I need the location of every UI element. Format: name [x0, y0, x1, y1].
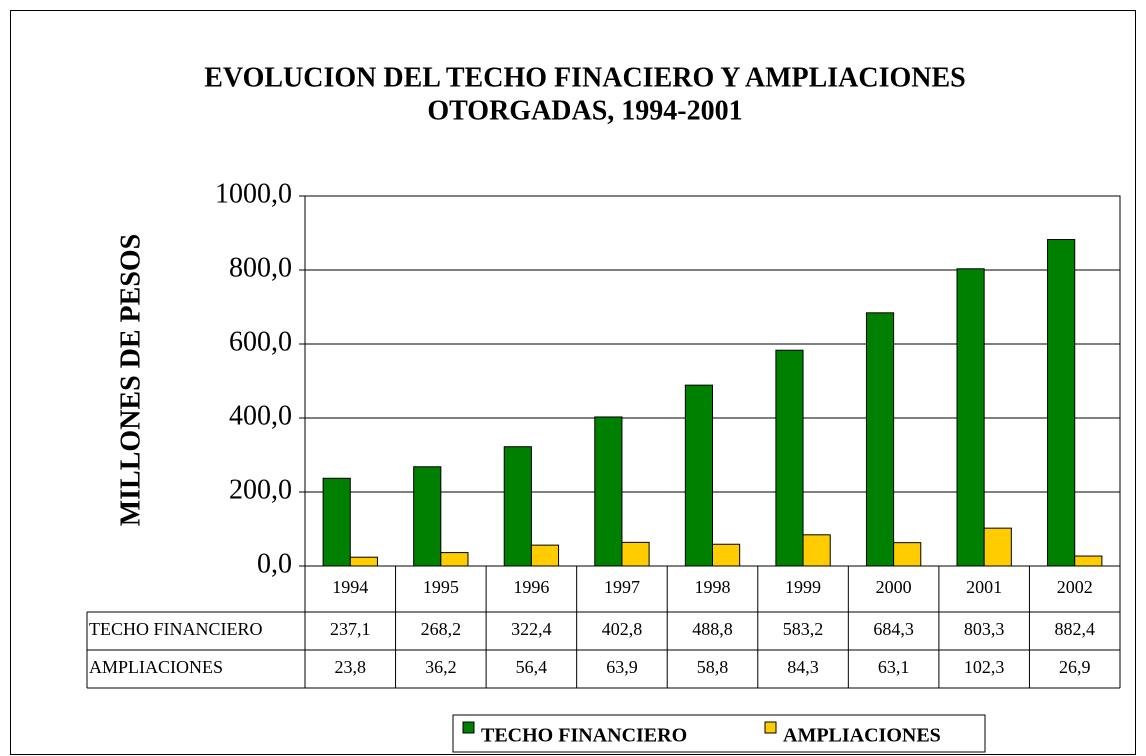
y-tick-label: 600,0 — [229, 326, 292, 357]
bar — [983, 527, 1012, 567]
table-value: 803,3 — [964, 619, 1005, 639]
table-value: 268,2 — [421, 619, 462, 639]
chart-title: EVOLUCION DEL TECHO FINACIERO Y AMPLIACI… — [204, 62, 966, 93]
legend-key — [462, 721, 475, 734]
y-axis-label: MILLONES DE PESOS — [115, 234, 146, 527]
table-row-label: TECHO FINANCIERO — [89, 619, 263, 639]
x-tick-label: 1997 — [604, 577, 640, 597]
bar — [865, 312, 895, 567]
table-value: 102,3 — [964, 657, 1005, 677]
bar — [956, 268, 985, 567]
x-tick-label: 1996 — [513, 577, 549, 597]
bar — [594, 416, 623, 567]
bar — [621, 541, 650, 567]
bar — [775, 349, 804, 567]
table-value: 58,8 — [697, 657, 729, 677]
bar — [1074, 555, 1103, 567]
x-tick-label: 2000 — [876, 577, 912, 597]
table-value: 684,3 — [873, 619, 914, 639]
bar — [322, 477, 351, 567]
table-row-label: AMPLIACIONES — [89, 657, 223, 677]
bar — [802, 534, 831, 567]
table-value: 56,4 — [516, 657, 548, 677]
bar — [893, 542, 922, 567]
bar — [1047, 239, 1076, 567]
bar — [712, 543, 741, 567]
table-value: 63,1 — [878, 657, 910, 677]
x-tick-label: 2001 — [966, 577, 1002, 597]
bar — [440, 552, 469, 567]
bar — [530, 544, 560, 567]
bar — [349, 556, 378, 567]
table-value: 36,2 — [425, 657, 457, 677]
bar — [413, 466, 442, 567]
y-tick-label: 200,0 — [229, 474, 292, 505]
legend-label: TECHO FINANCIERO — [481, 725, 687, 747]
table-value: 23,8 — [335, 657, 367, 677]
y-tick-label: 0,0 — [257, 548, 292, 579]
x-tick-label: 2002 — [1057, 577, 1093, 597]
table-value: 882,4 — [1054, 619, 1095, 639]
x-tick-label: 1994 — [332, 577, 368, 597]
legend — [452, 714, 986, 753]
x-tick-label: 1998 — [695, 577, 731, 597]
legend-key — [764, 721, 777, 734]
legend-label: AMPLIACIONES — [783, 725, 941, 747]
table-value: 84,3 — [787, 657, 819, 677]
table-value: 402,8 — [602, 619, 643, 639]
table-value: 237,1 — [330, 619, 371, 639]
y-tick-label: 800,0 — [229, 252, 292, 283]
bar — [503, 446, 532, 567]
bar — [684, 384, 713, 567]
table-value: 26,9 — [1059, 657, 1091, 677]
y-tick-label: 400,0 — [229, 400, 292, 431]
table-value: 583,2 — [783, 619, 824, 639]
table-value: 63,9 — [606, 657, 638, 677]
table-value: 488,8 — [692, 619, 733, 639]
table-value: 322,4 — [511, 619, 552, 639]
y-tick-label: 1000,0 — [215, 178, 292, 209]
x-tick-label: 1995 — [423, 577, 459, 597]
chart-subtitle: OTORGADAS, 1994-2001 — [427, 95, 742, 126]
x-tick-label: 1999 — [785, 577, 821, 597]
